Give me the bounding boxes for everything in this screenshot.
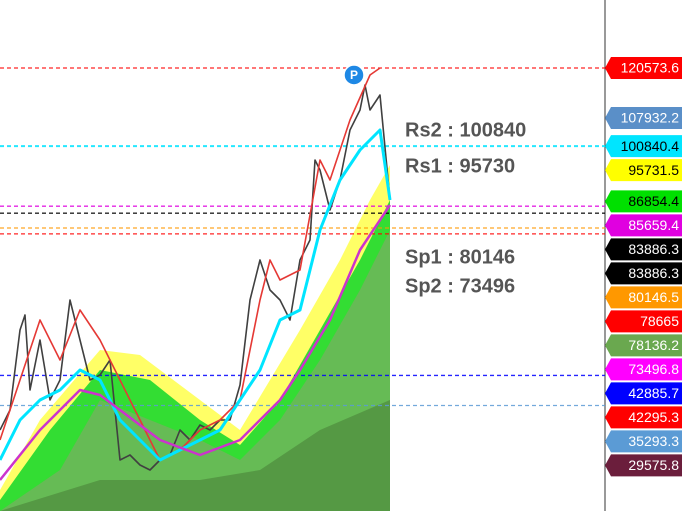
price-tag: 83886.3: [605, 238, 682, 261]
price-tag-box: [605, 135, 682, 158]
price-tag-box: [605, 382, 682, 405]
price-tag: 120573.6: [605, 56, 682, 79]
price-tag-box: [605, 334, 682, 357]
price-tag-label: 107932.2: [621, 110, 680, 126]
series-line: [0, 128, 392, 462]
price-tag: 95731.5: [605, 159, 682, 182]
price-tag-label: 83886.3: [628, 265, 679, 281]
price-tag-box: [605, 56, 682, 79]
price-tag-label: 35293.3: [628, 433, 679, 449]
price-tag-label: 42295.3: [628, 409, 679, 425]
annotation: Rs2 : 100840: [405, 119, 526, 141]
price-tag-label: 86854.4: [628, 193, 679, 209]
price-tag-label: 95731.5: [628, 162, 679, 178]
price-tag: 83886.3: [605, 262, 682, 285]
price-tag-box: [605, 238, 682, 261]
price-tag-box: [605, 406, 682, 429]
price-tag: 78665: [605, 310, 682, 333]
annotation: Sp1 : 80146: [405, 246, 515, 268]
price-tag-box: [605, 358, 682, 381]
price-tag-label: 83886.3: [628, 241, 679, 257]
price-tag-box: [605, 214, 682, 237]
price-tag: 100840.4: [605, 135, 682, 158]
price-tag-box: [605, 454, 682, 477]
price-tag: 29575.8: [605, 454, 682, 477]
price-tag-label: 78665: [640, 313, 679, 329]
price-tag: 73496.8: [605, 358, 682, 381]
series-line: [0, 84, 391, 471]
price-tag: 85659.4: [605, 214, 682, 237]
price-tag-box: [605, 310, 682, 333]
cloud: [0, 165, 390, 511]
price-tag-label: 100840.4: [621, 138, 680, 154]
price-tag-box: [605, 430, 682, 453]
annotation: Rs1 : 95730: [405, 155, 515, 177]
price-tag: 35293.3: [605, 430, 682, 453]
cloud-band: [0, 400, 390, 511]
price-tag: 80146.5: [605, 286, 682, 309]
price-tag-box: [605, 190, 682, 213]
price-tag-label: 29575.8: [628, 457, 679, 473]
series-line: [0, 67, 381, 461]
price-tag: 86854.4: [605, 190, 682, 213]
price-tag: 42295.3: [605, 406, 682, 429]
price-tag-label: 78136.2: [628, 337, 679, 353]
price-tag-box: [605, 262, 682, 285]
price-tag: 107932.2: [605, 107, 682, 130]
pivot-marker: [343, 64, 365, 86]
pivot-marker-label: P: [350, 68, 358, 82]
price-tag-label: 80146.5: [628, 289, 679, 305]
price-tag-label: 85659.4: [628, 217, 679, 233]
price-tag-label: 73496.8: [628, 361, 679, 377]
annotation: Sp2 : 73496: [405, 275, 515, 297]
price-tag-box: [605, 286, 682, 309]
price-tag-label: 120573.6: [621, 60, 680, 76]
series-line: [0, 204, 392, 481]
price-tag-box: [605, 159, 682, 182]
price-tag-label: 42885.7: [628, 385, 679, 401]
price-tag-box: [605, 107, 682, 130]
price-tag: 42885.7: [605, 382, 682, 405]
cloud-band: [0, 230, 390, 511]
price-tag: 78136.2: [605, 334, 682, 357]
